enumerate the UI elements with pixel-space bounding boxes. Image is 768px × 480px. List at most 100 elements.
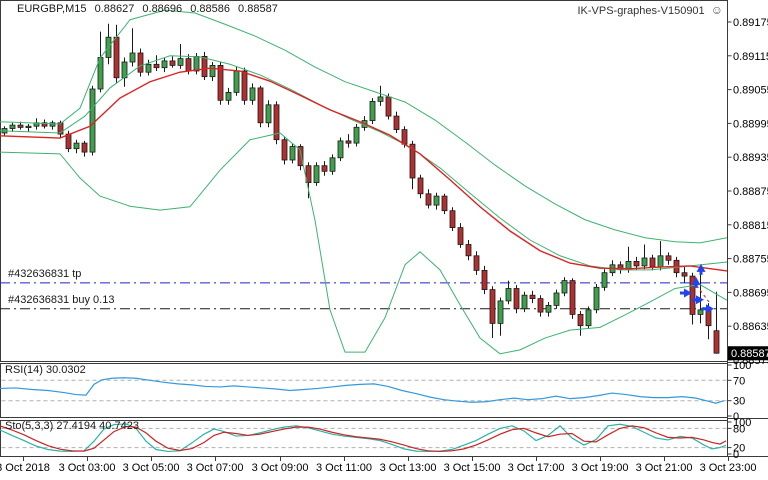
time-axis-label: 3 Oct 13:00 xyxy=(380,462,437,474)
candle-up xyxy=(505,288,512,302)
candle-down xyxy=(321,165,328,172)
candle-up xyxy=(545,304,552,313)
time-axis-label: 3 Oct 17:00 xyxy=(508,462,565,474)
candle-up xyxy=(161,60,168,69)
time-axis-label: 3 Oct 21:00 xyxy=(636,462,693,474)
candle-down xyxy=(401,129,408,145)
candle-up xyxy=(697,309,704,315)
bollinger-upper-line xyxy=(0,9,728,244)
candle-up xyxy=(561,280,568,294)
candle-up xyxy=(233,70,240,93)
candle-up xyxy=(497,300,504,324)
candle-down xyxy=(425,193,432,206)
time-axis-label: 3 Oct 07:00 xyxy=(187,462,244,474)
trade-connector-line xyxy=(692,280,710,303)
candle-down xyxy=(489,289,496,324)
time-axis-label: 3 Oct 11:00 xyxy=(316,462,372,474)
price-axis-label: 0.88695 xyxy=(733,287,768,299)
trade-arrow-up xyxy=(696,263,706,275)
candle-down xyxy=(81,142,88,153)
stochastic-axis-label: 100 xyxy=(733,417,751,429)
candle-up xyxy=(265,104,272,124)
candle-up xyxy=(49,122,56,127)
candle-down xyxy=(649,257,656,268)
candle-down xyxy=(481,269,488,290)
rsi-axis-label: 0 xyxy=(733,411,739,423)
candle-up xyxy=(433,195,440,206)
stochastic-axis-label: 80 xyxy=(733,423,745,435)
time-axis-label: 3 Oct 23:00 xyxy=(700,462,757,474)
candle-down xyxy=(577,313,584,327)
candle-down xyxy=(153,63,160,69)
candle-down xyxy=(113,36,120,79)
time-axis-label: 3 Oct 09:00 xyxy=(252,462,309,474)
candle-up xyxy=(377,96,384,102)
candle-up xyxy=(641,257,648,267)
candle-up xyxy=(329,157,336,172)
stochastic-axis-label: 0 xyxy=(733,449,739,461)
candle-up xyxy=(9,124,16,129)
bollinger-lower-line xyxy=(0,132,728,355)
price-axis-label: 0.88815 xyxy=(733,220,768,232)
candle-down xyxy=(169,60,176,66)
candle-down xyxy=(305,165,312,183)
candle-up xyxy=(249,87,256,101)
rsi-line xyxy=(0,377,725,404)
candle-up xyxy=(353,126,360,144)
trade-arrow-right xyxy=(702,304,714,314)
candle-down xyxy=(57,122,64,135)
candle-up xyxy=(369,101,376,122)
current-price-label: 0.88587 xyxy=(731,348,768,360)
candle-down xyxy=(201,56,208,78)
price-axis-label: 0.88635 xyxy=(733,321,768,333)
candle-down xyxy=(41,122,48,127)
candle-up xyxy=(601,272,608,288)
time-axis-label: 3 Oct 19:00 xyxy=(572,462,629,474)
candle-up xyxy=(585,309,592,327)
candle-up xyxy=(521,294,528,310)
candle-down xyxy=(441,195,448,212)
candle-down xyxy=(529,294,536,300)
candle-up xyxy=(553,292,560,306)
candlestick-series xyxy=(1,23,720,354)
price-axis-label: 0.88755 xyxy=(733,254,768,266)
candle-down xyxy=(617,264,624,270)
candle-down xyxy=(137,52,144,73)
stochastic-k-line xyxy=(0,423,727,453)
candle-up xyxy=(89,88,96,153)
time-axis-label: 3 Oct 05:00 xyxy=(123,462,180,474)
trade-arrow-right xyxy=(680,288,692,298)
candle-down xyxy=(257,87,264,124)
candle-down xyxy=(185,58,192,72)
candle-down xyxy=(513,288,520,310)
time-axis-label: 3 Oct 03:00 xyxy=(59,462,116,474)
rsi-axis-label: 100 xyxy=(733,360,751,372)
candle-up xyxy=(193,56,200,72)
trade-arrow-right xyxy=(692,295,704,305)
candle-down xyxy=(457,227,464,245)
candle-up xyxy=(225,92,232,101)
candle-down xyxy=(241,70,248,101)
time-axis-label: 3 Oct 2018 xyxy=(0,462,50,474)
candle-down xyxy=(417,177,424,195)
candle-up xyxy=(145,63,152,73)
main-chart-panel xyxy=(0,0,728,362)
candle-up xyxy=(657,255,664,268)
candle-up xyxy=(289,146,296,161)
candle-down xyxy=(569,280,576,315)
candle-up xyxy=(337,140,344,159)
candle-down xyxy=(385,96,392,117)
trade-arrow-up xyxy=(691,276,701,288)
rsi-panel xyxy=(0,363,728,418)
time-axis-label: 3 Oct 15:00 xyxy=(444,462,501,474)
price-axis-label: 0.88935 xyxy=(733,152,768,164)
candle-down xyxy=(281,139,288,161)
candle-up xyxy=(25,125,32,128)
candle-down xyxy=(665,255,672,261)
candle-down xyxy=(537,298,544,313)
candle-down xyxy=(633,260,640,267)
candle-up xyxy=(593,286,600,311)
candle-down xyxy=(465,244,472,257)
